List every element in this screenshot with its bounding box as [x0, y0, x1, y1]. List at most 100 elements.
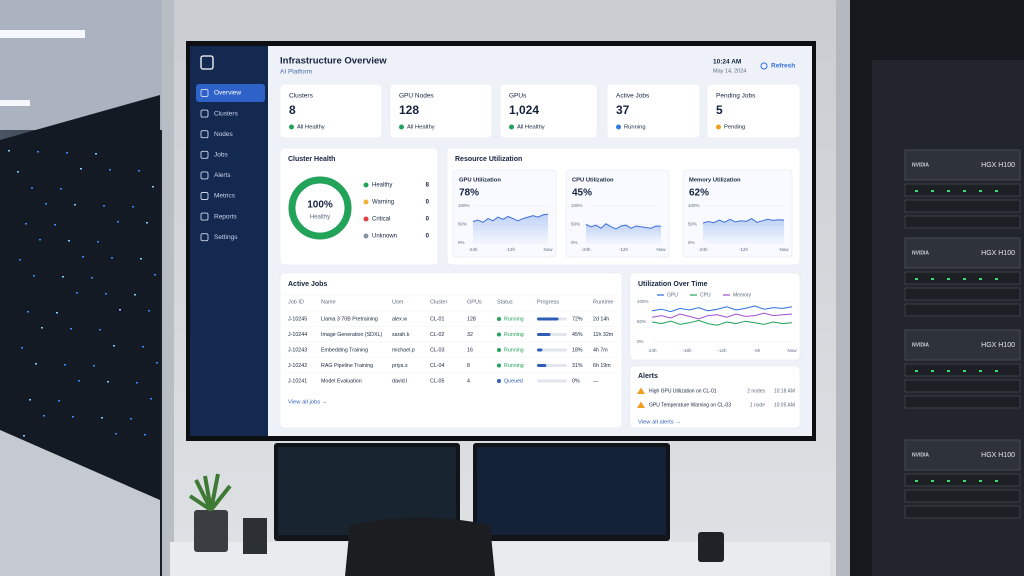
nav-item[interactable]: Clusters	[214, 110, 239, 117]
table-cell: 4	[467, 378, 470, 384]
status-light	[947, 480, 950, 482]
rack-light	[101, 417, 103, 419]
column-header: Cluster	[430, 299, 448, 305]
card-title: Alerts	[638, 373, 658, 380]
view-all-link[interactable]: View all alerts →	[638, 420, 681, 426]
progress-bar	[537, 348, 543, 352]
y-tick-label: 0%	[637, 339, 644, 344]
utilization-card	[629, 272, 801, 361]
status-dot	[616, 124, 621, 130]
status-light	[995, 370, 998, 372]
rack-light	[45, 203, 47, 205]
server-brand: NVIDIA	[912, 250, 929, 256]
refresh-button[interactable]: Refresh	[771, 63, 795, 70]
header-time: 10:24 AM	[713, 59, 741, 66]
table-cell: Embedding Training	[321, 347, 368, 353]
status-light	[915, 370, 918, 372]
rack-light	[93, 365, 95, 367]
alert-text: High GPU Utilization on CL-01	[649, 388, 717, 394]
server-brand: NVIDIA	[912, 452, 929, 458]
alert-time: 10:18 AM	[774, 388, 795, 394]
server-unit	[904, 439, 1021, 471]
status-light	[915, 480, 918, 482]
server-drive-bay	[904, 199, 1021, 213]
table-cell: 11h 32m	[593, 332, 614, 338]
cluster-health-card	[279, 147, 439, 266]
rack-light	[74, 204, 76, 206]
nav-item[interactable]: Reports	[214, 213, 238, 220]
stat-label: Clusters	[289, 93, 314, 100]
desk	[170, 542, 830, 576]
legend-dot	[363, 233, 369, 239]
alert-count: 1 node	[750, 402, 766, 408]
stat-value: 128	[399, 103, 419, 117]
rack-light	[17, 171, 19, 173]
x-tick-label: -24h	[698, 247, 708, 252]
warning-icon	[637, 401, 645, 408]
progress-track	[537, 379, 567, 383]
plant	[188, 473, 232, 512]
legend-count: 8	[426, 183, 430, 189]
server-drive-bay	[904, 489, 1021, 503]
column-header: Status	[497, 299, 513, 305]
nav-item[interactable]: Alerts	[214, 172, 231, 179]
stat-card	[706, 83, 801, 139]
rack-light	[115, 433, 117, 435]
x-tick-label: -12h	[739, 247, 749, 252]
rack-light	[97, 241, 99, 243]
column-header: User	[392, 299, 404, 305]
server-drive-bay	[904, 215, 1021, 229]
y-tick-label: 0%	[688, 240, 695, 245]
nav-item[interactable]: Overview	[214, 90, 241, 97]
mug	[698, 532, 724, 562]
rack-light	[105, 293, 107, 295]
progress-track	[537, 348, 567, 352]
y-tick-label: 100%	[688, 203, 700, 208]
table-cell: michael.p	[392, 347, 415, 353]
job-status: Running	[504, 316, 524, 322]
rack-light	[119, 309, 121, 311]
nav-item[interactable]: Metrics	[214, 193, 236, 200]
pillar	[836, 0, 850, 576]
dashboard-content: Infrastructure Overview AI Platform 10:24 …	[196, 56, 801, 429]
legend-dot	[363, 199, 369, 205]
panel-title: CPU Utilization	[572, 178, 614, 184]
rack-light	[82, 256, 84, 258]
rack-light	[146, 222, 148, 224]
status-light	[963, 278, 966, 280]
rack-units: NVIDIA HGX H100 NVIDIA HGX H100 NVIDIA HGX H1…	[904, 149, 1021, 519]
x-tick-label: -24h	[581, 247, 591, 252]
table-cell: 32	[467, 332, 473, 338]
nav-icon	[200, 171, 209, 180]
rack-light	[117, 221, 119, 223]
rack-light	[140, 258, 142, 260]
stat-value: 1,024	[509, 103, 539, 117]
status-dot	[497, 332, 501, 337]
y-tick-label: 50%	[458, 222, 467, 227]
ceiling-light	[0, 30, 85, 38]
server-unit	[904, 237, 1021, 269]
status-light	[915, 190, 918, 192]
status-light	[947, 370, 950, 372]
status-light	[931, 370, 934, 372]
status-light	[979, 370, 982, 372]
view-all-link[interactable]: View all jobs →	[288, 400, 328, 406]
server-brand: NVIDIA	[912, 162, 929, 168]
status-light	[963, 370, 966, 372]
legend-count: 0	[426, 234, 430, 240]
nav-item[interactable]: Jobs	[214, 152, 228, 159]
stat-label: GPU Nodes	[399, 93, 434, 100]
card-title: Active Jobs	[288, 281, 327, 288]
panel-title: GPU Utilization	[459, 178, 501, 184]
refresh-icon	[760, 62, 768, 70]
nav-item[interactable]: Settings	[214, 234, 238, 241]
alert-text: GPU Temperature Warning on CL-03	[649, 402, 731, 408]
x-tick-label: Now	[787, 348, 797, 353]
nav-item[interactable]: Nodes	[214, 131, 234, 138]
rack-light	[25, 223, 27, 225]
nav-icon	[200, 212, 209, 221]
x-tick-label: Now	[656, 247, 666, 252]
nav-active	[196, 84, 265, 102]
